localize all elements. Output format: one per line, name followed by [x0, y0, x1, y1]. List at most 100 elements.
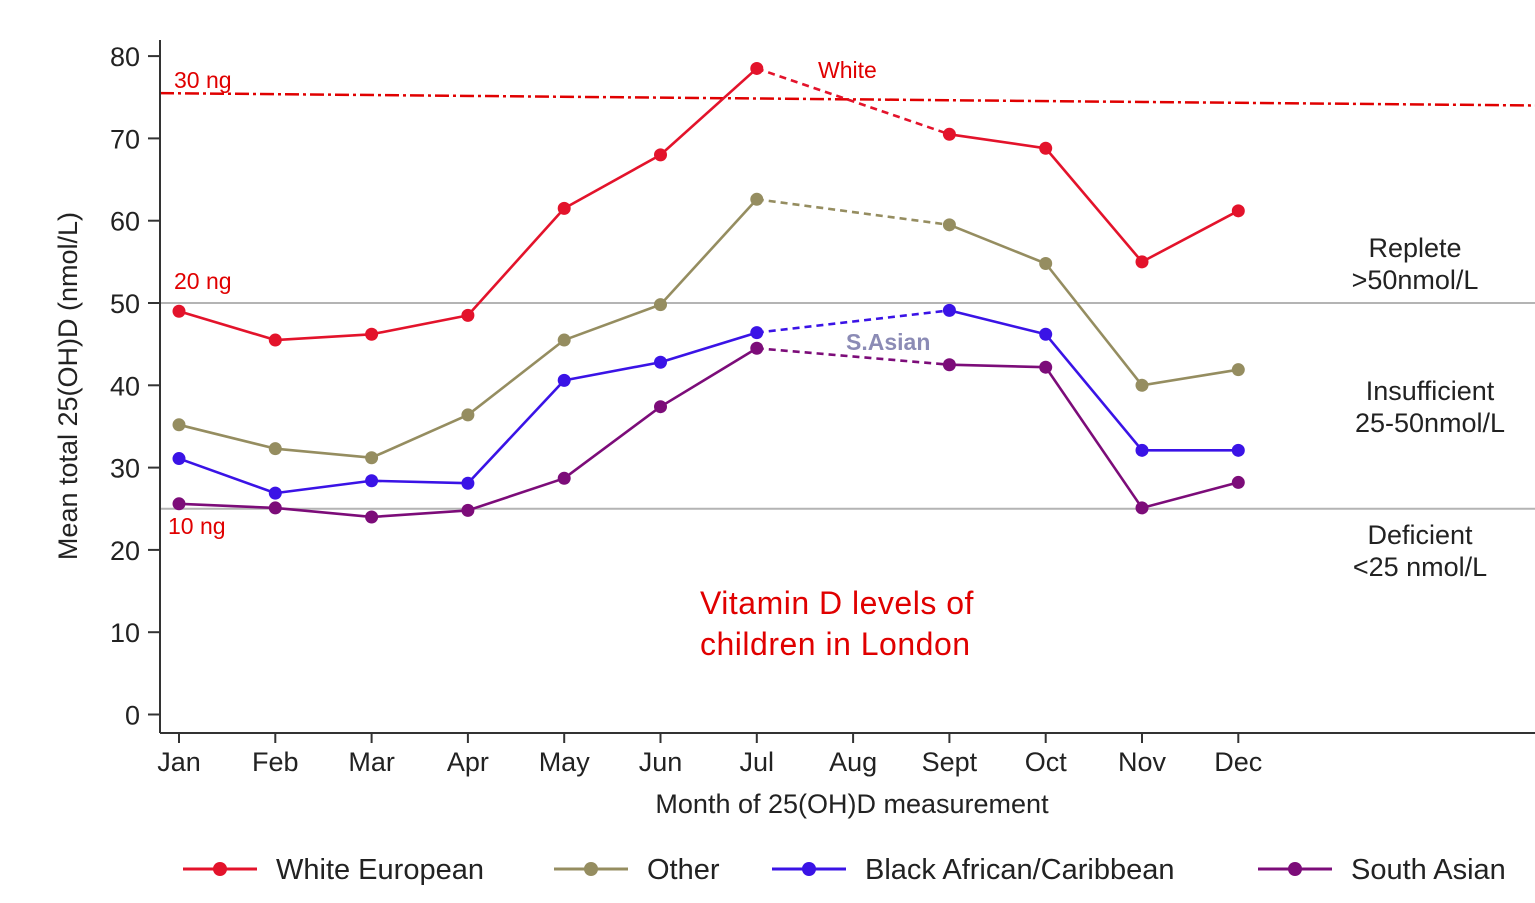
legend-swatch-marker [213, 862, 227, 876]
zone-label-insufficient-range: 25-50nmol/L [1355, 408, 1505, 438]
y-tick-label: 10 [110, 618, 140, 648]
data-point [268, 442, 282, 456]
data-point [750, 326, 764, 340]
series-line-segment [1141, 481, 1239, 510]
series-line-segment [178, 309, 276, 342]
ng-label-30: 30 ng [174, 67, 232, 93]
legend-label: Black African/Caribbean [865, 854, 1175, 886]
series-gap-dashed-segment [756, 67, 950, 136]
x-tick-label: Mar [348, 747, 395, 777]
data-point [172, 418, 186, 432]
series-line-segment [178, 502, 276, 510]
legend-label: White European [276, 854, 484, 886]
series-layer [172, 61, 1245, 524]
y-tick-label: 70 [110, 124, 140, 154]
series-line-segment [659, 67, 758, 156]
x-tick-label: Feb [252, 747, 299, 777]
data-point [1135, 501, 1149, 515]
data-point [172, 497, 186, 511]
data-point [1039, 256, 1053, 270]
series-line-segment [466, 379, 566, 485]
series-gap-dashed-segment [756, 309, 950, 334]
y-tick-label: 0 [125, 701, 140, 731]
data-point [172, 452, 186, 466]
series-line-segment [371, 314, 469, 336]
x-tick-label: Jul [740, 747, 775, 777]
series-line-segment [948, 223, 1047, 265]
data-point [557, 333, 571, 347]
data-point [750, 61, 764, 75]
series-line-segment [949, 309, 1047, 336]
data-point [942, 358, 956, 372]
series-line-segment [1044, 147, 1143, 263]
legend: White European Other Black African/Caribbe… [183, 854, 1506, 886]
legend-swatch-marker [1288, 862, 1302, 876]
series-other [172, 192, 1245, 465]
series-line-segment [563, 303, 661, 342]
series-line-segment [563, 153, 662, 210]
data-point [1231, 204, 1245, 218]
series-line-segment [467, 339, 565, 416]
legend-swatch-marker [584, 862, 598, 876]
data-point [365, 474, 379, 488]
y-tick-label: 20 [110, 536, 140, 566]
series-line-segment [1141, 209, 1239, 263]
data-point [461, 476, 475, 490]
data-point [1135, 378, 1149, 392]
zone-label-insufficient: Insufficient [1366, 376, 1495, 406]
data-point [942, 218, 956, 232]
data-point [654, 148, 667, 162]
x-tick-label: Jan [157, 747, 201, 777]
data-point [461, 503, 475, 517]
zone-label-deficient-range: <25 nmol/L [1353, 552, 1487, 582]
data-point [365, 510, 379, 524]
y-tick-label: 40 [110, 371, 140, 401]
y-tick-label: 80 [110, 42, 140, 72]
data-point [461, 308, 475, 322]
series-line-segment [563, 360, 661, 382]
data-point [1231, 443, 1245, 457]
series-line-segment [275, 506, 372, 519]
series-line-segment [467, 477, 565, 512]
data-point [1039, 360, 1053, 374]
y-axis-title: Mean total 25(OH)D (nmol/L) [53, 212, 83, 560]
series-line-segment [660, 331, 758, 364]
series-white-european [172, 61, 1245, 347]
zone-label-replete: Replete [1368, 233, 1461, 263]
data-point [750, 341, 764, 355]
x-tick-label: Apr [447, 747, 489, 777]
data-point [654, 298, 667, 312]
series-gap-dashed-segment [756, 346, 950, 367]
data-point [1231, 475, 1245, 489]
data-point [654, 355, 667, 369]
series-line-segment [949, 132, 1046, 150]
data-point [461, 408, 475, 422]
data-point [1135, 443, 1149, 457]
x-axis-title: Month of 25(OH)D measurement [655, 789, 1049, 819]
y-tick-label: 30 [110, 454, 140, 484]
legend-swatch-marker [802, 862, 816, 876]
series-line-segment [659, 198, 758, 306]
x-tick-label: Jun [639, 747, 683, 777]
data-point [365, 451, 379, 465]
x-tick-label: Sept [922, 747, 978, 777]
data-point [268, 486, 282, 500]
y-axis-ticks: 0 10 20 30 40 50 60 70 80 [110, 42, 160, 731]
x-tick-label: Aug [829, 747, 877, 777]
data-point [942, 303, 956, 317]
series-line-segment [371, 479, 468, 485]
series-line-segment [1044, 262, 1144, 387]
series-black-african-caribbean [172, 303, 1245, 500]
x-axis-ticks: Jan Feb Mar Apr May Jun Jul Aug Sept Oct Nov Dec [157, 733, 1262, 777]
data-point [942, 127, 956, 141]
y-tick-label: 60 [110, 207, 140, 237]
series-line-segment [563, 405, 662, 480]
data-point [557, 201, 571, 215]
data-point [172, 304, 186, 318]
data-point [1039, 327, 1053, 341]
legend-label: Other [647, 854, 720, 886]
x-tick-label: Oct [1025, 747, 1068, 777]
series-line-segment [1044, 333, 1144, 452]
x-tick-label: Dec [1214, 747, 1262, 777]
chart-title-line-2: children in London [700, 626, 971, 662]
